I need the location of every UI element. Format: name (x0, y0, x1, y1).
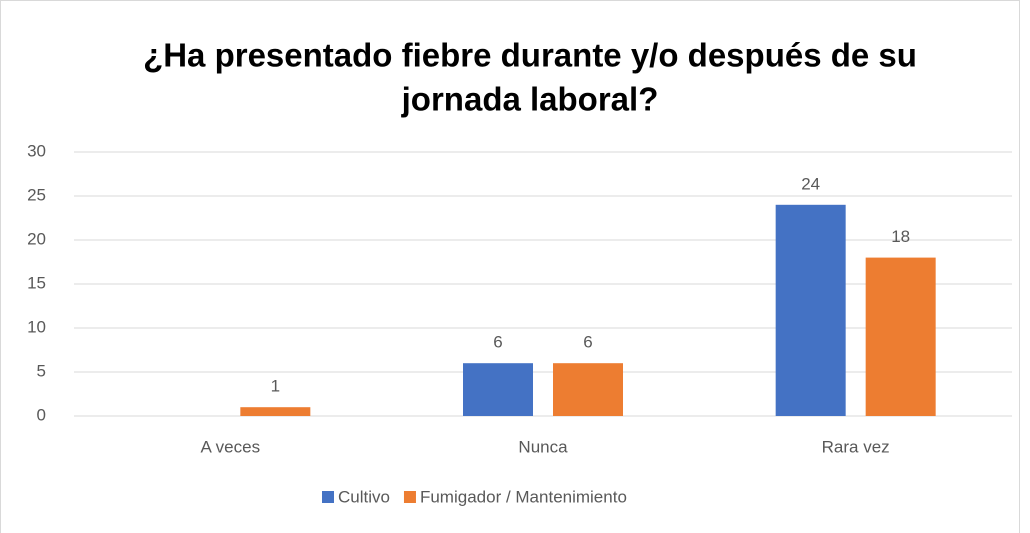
legend-label: Cultivo (338, 487, 390, 506)
y-tick-label: 25 (27, 185, 46, 204)
chart-title: jornada laboral? (401, 81, 659, 118)
data-label: 6 (583, 333, 592, 352)
bar (553, 363, 623, 416)
legend-label: Fumigador / Mantenimiento (420, 487, 627, 506)
data-label: 18 (891, 227, 910, 246)
y-tick-label: 10 (27, 317, 46, 336)
x-tick-label: A veces (201, 437, 261, 456)
x-tick-label: Nunca (518, 437, 568, 456)
chart-title: ¿Ha presentado fiebre durante y/o despué… (143, 37, 917, 74)
y-tick-label: 20 (27, 229, 46, 248)
bar (463, 363, 533, 416)
y-tick-label: 0 (37, 405, 46, 424)
data-label: 1 (271, 377, 280, 396)
data-label: 24 (801, 174, 820, 193)
data-label: 6 (493, 333, 502, 352)
y-tick-label: 15 (27, 273, 46, 292)
bar (865, 257, 936, 416)
bar (240, 407, 311, 416)
x-tick-label: Rara vez (822, 437, 890, 456)
bar (775, 204, 846, 416)
legend-swatch (322, 491, 334, 503)
legend-swatch (403, 491, 416, 503)
y-tick-label: 30 (27, 141, 46, 160)
y-tick-label: 5 (37, 361, 46, 380)
